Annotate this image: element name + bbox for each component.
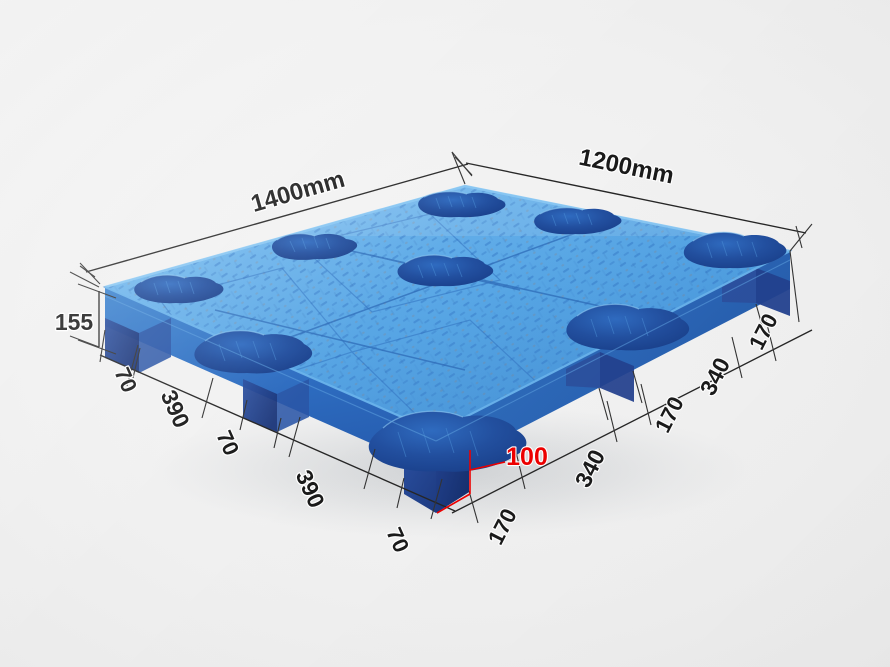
foot-recess-front-mid <box>368 411 527 472</box>
pallet-left-skirt <box>105 287 436 472</box>
foot-recess-back-mid <box>418 191 506 218</box>
dimension-label-70-a: 70 <box>109 364 142 397</box>
dimension-label-100: 100 <box>506 443 548 471</box>
dimension-width-1200: 1200mm <box>451 143 813 252</box>
dimension-height-155: 155 <box>54 271 117 355</box>
dimension-label-340-a: 340 <box>570 445 611 491</box>
pallet-midleft-foot <box>243 379 277 432</box>
dimension-foot-height-100: 100 <box>436 442 549 514</box>
foot-recess-back-right <box>534 207 622 235</box>
pallet-left-foot <box>105 318 139 373</box>
foot-recess-front-right <box>566 304 690 351</box>
pallet-right-foot <box>756 268 790 316</box>
foot-recess-ribs <box>153 195 758 458</box>
dimension-label-170-b: 170 <box>650 393 689 437</box>
dimension-label-340-b: 340 <box>695 353 736 399</box>
foot-recess-back-left <box>271 233 358 260</box>
dimension-label-155: 155 <box>55 309 94 335</box>
foot-recess-mid-left <box>134 274 224 304</box>
dimension-label-390-a: 390 <box>156 386 195 432</box>
dimension-label-1200: 1200mm <box>577 144 677 190</box>
dimension-label-70-b: 70 <box>211 427 244 460</box>
pallet-midright-foot <box>600 352 634 402</box>
dimension-label-390-b: 390 <box>291 466 330 512</box>
dimension-label-1400: 1400mm <box>248 166 348 218</box>
foot-recess-center <box>397 255 494 287</box>
dimension-chain-left: 70 390 70 390 70 <box>99 329 456 557</box>
dimension-label-70-c: 70 <box>381 524 414 557</box>
foot-recess-front-left <box>194 330 313 374</box>
foot-recess-mid-right <box>683 232 787 269</box>
dimension-chain-right: 170 340 170 340 170 <box>451 250 813 550</box>
dimension-label-170-a: 170 <box>483 505 522 549</box>
dimension-length-1400: 1400mm <box>79 151 473 285</box>
foot-recess-rims <box>140 190 745 429</box>
foot-recesses <box>134 191 787 472</box>
dimension-label-170-c: 170 <box>744 310 783 354</box>
